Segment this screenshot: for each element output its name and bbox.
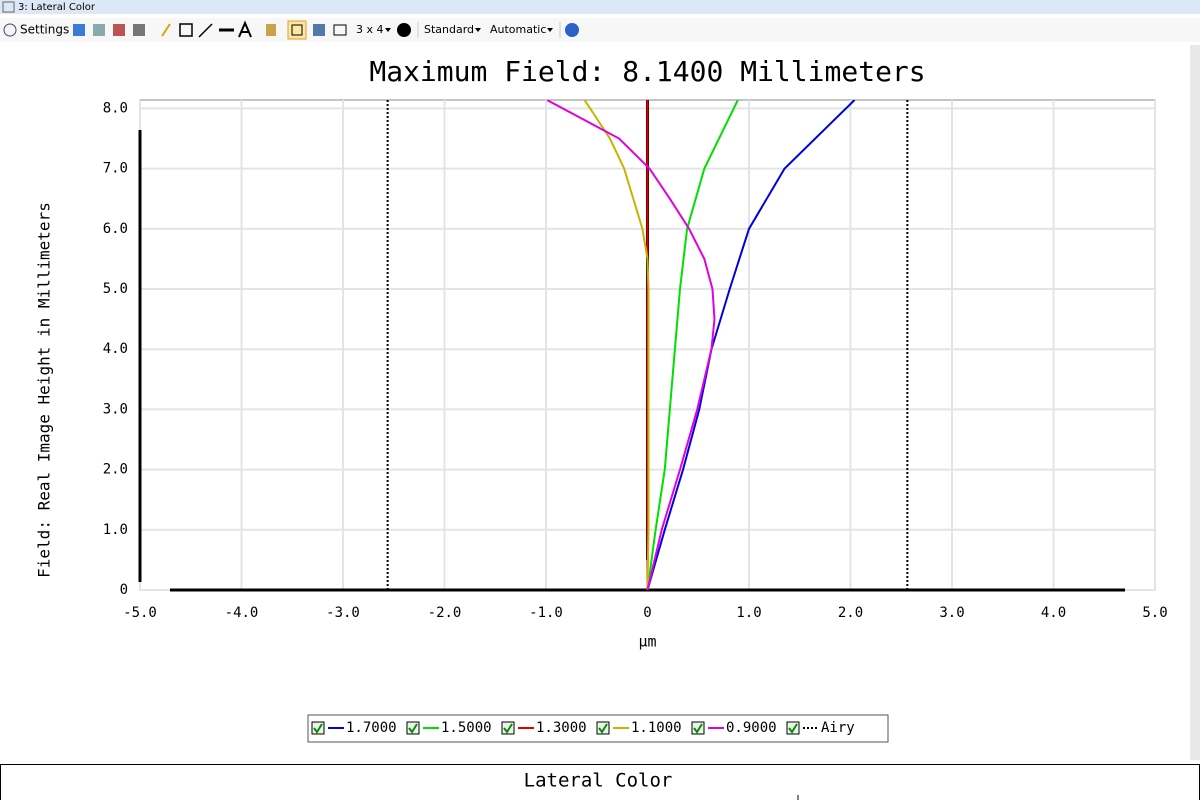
- y-tick-label: 2.0: [103, 462, 128, 478]
- legend-label: 0.9000: [726, 720, 777, 736]
- zoom-icon-inner: [291, 24, 303, 36]
- automatic-button[interactable]: Automatic: [490, 23, 546, 36]
- dropdown-arrow[interactable]: [547, 28, 553, 32]
- y-axis-label: Field: Real Image Height in Millimeters: [35, 202, 54, 578]
- scrollbar[interactable]: [1190, 45, 1200, 760]
- legend-label: 1.7000: [346, 720, 397, 736]
- x-tick-label: -3.0: [326, 605, 360, 621]
- text-icon[interactable]: [238, 20, 252, 38]
- chart-title: Maximum Field: 8.1400 Millimeters: [369, 55, 925, 88]
- x-tick-label: -5.0: [123, 605, 157, 621]
- series-line: [386, 100, 909, 590]
- series-line: [583, 100, 650, 590]
- x-tick-label: 1.0: [736, 605, 761, 621]
- legend-check: [408, 723, 418, 734]
- layout-button[interactable]: 3 x 4: [356, 23, 384, 36]
- lock-icon[interactable]: [266, 24, 276, 36]
- y-tick-label: 0: [120, 582, 128, 598]
- rectangle-icon[interactable]: [179, 23, 193, 37]
- legend-label: 1.1000: [631, 720, 682, 736]
- y-tick-label: 6.0: [103, 221, 128, 237]
- x-tick-label: 3.0: [939, 605, 964, 621]
- x-tick-label: -1.0: [529, 605, 563, 621]
- copy-icon[interactable]: [93, 24, 105, 36]
- legend-label: 1.5000: [441, 720, 492, 736]
- x-tick-label: -2.0: [428, 605, 462, 621]
- dropdown-arrow[interactable]: [385, 28, 391, 32]
- legend-check: [598, 723, 608, 734]
- zoom-icon[interactable]: [287, 20, 307, 40]
- legend-label: Airy: [821, 720, 855, 736]
- series-line: [546, 100, 716, 590]
- y-tick-label: 3.0: [103, 401, 128, 417]
- window-icon-btn[interactable]: [313, 24, 325, 36]
- x-tick-label: -4.0: [225, 605, 259, 621]
- legend-check: [693, 723, 703, 734]
- refresh-icon[interactable]: [73, 24, 85, 36]
- x-tick-label: 2.0: [838, 605, 863, 621]
- rotate-icon[interactable]: [397, 23, 411, 37]
- x-tick-label: 4.0: [1041, 605, 1066, 621]
- footer-box: [0, 764, 1200, 804]
- help-icon[interactable]: [565, 23, 579, 37]
- legend-items: 1.7000 1.5000 1.3000 1.1000 0.9000 Airy: [311, 720, 855, 736]
- arrow-icon[interactable]: [198, 23, 213, 38]
- dropdown-arrow[interactable]: [475, 28, 481, 32]
- window-icon: [2, 1, 15, 13]
- toolbar: [0, 18, 1200, 42]
- legend-check: [313, 723, 323, 734]
- footer-title: Lateral Color: [524, 770, 673, 792]
- window-title: 3: Lateral Color: [18, 2, 96, 13]
- chart: -5.0 -4.0 -3.0 -2.0 -1.0 0 1.0 2.0 3.0 4.0 5.0 0 1.0…: [35, 55, 1168, 651]
- series-line: [646, 100, 739, 590]
- x-tick-label: 5.0: [1142, 605, 1167, 621]
- y-tick-label: 4.0: [103, 341, 128, 357]
- title-bar: [0, 0, 1200, 14]
- x-tick-label: 0: [643, 605, 651, 621]
- legend-check: [788, 723, 798, 734]
- layers-icon[interactable]: [333, 24, 347, 36]
- print-icon[interactable]: [133, 24, 145, 36]
- settings-button[interactable]: Settings: [20, 23, 69, 37]
- y-tick-label: 5.0: [103, 281, 128, 297]
- pencil-icon[interactable]: [161, 23, 171, 37]
- toolbar-icons: [73, 20, 579, 40]
- legend-check: [503, 723, 513, 734]
- standard-button[interactable]: Standard: [424, 23, 474, 36]
- legend-label: 1.3000: [536, 720, 587, 736]
- y-tick-label: 7.0: [103, 161, 128, 177]
- settings-icon[interactable]: [3, 23, 17, 37]
- y-tick-label: 1.0: [103, 522, 128, 538]
- x-axis-label: µm: [638, 633, 656, 651]
- save-icon[interactable]: [113, 24, 125, 36]
- y-tick-label: 8.0: [103, 100, 128, 116]
